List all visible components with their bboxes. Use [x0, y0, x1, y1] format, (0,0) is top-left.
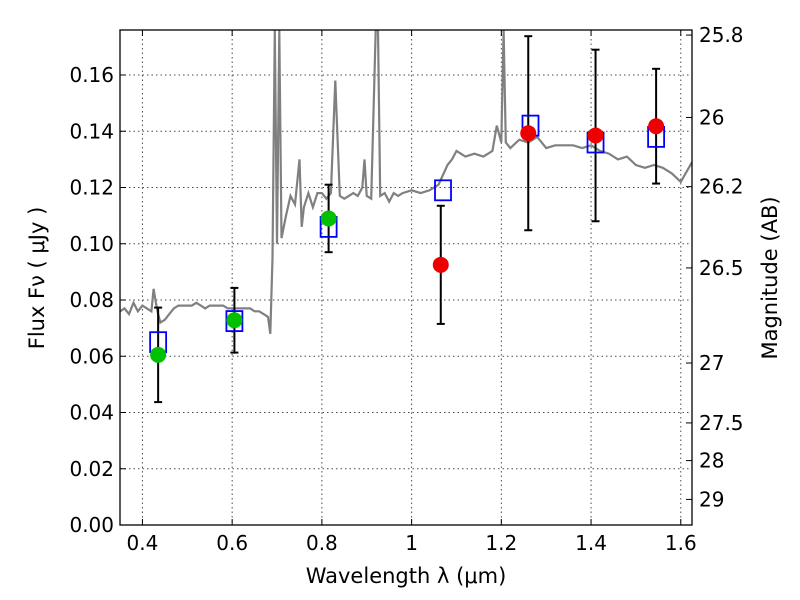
spectrum-layer — [120, 30, 692, 334]
y-tick-label: 0.04 — [69, 401, 114, 425]
x-axis-label: Wavelength λ (μm) — [306, 564, 507, 588]
y-tick-label: 0.02 — [69, 457, 114, 481]
x-tick-label: 1 — [405, 531, 418, 555]
observed-point — [587, 127, 604, 144]
y-tick-label: 0.14 — [69, 119, 114, 143]
y-tick-label: 0.12 — [69, 176, 114, 200]
x-tick-label: 0.4 — [127, 531, 159, 555]
observed-point — [226, 312, 243, 329]
y2-tick-label: 28 — [699, 449, 724, 473]
y2-tick-label: 29 — [699, 487, 724, 511]
model-photometry-square — [225, 310, 244, 332]
y-tick-label: 0.00 — [69, 513, 114, 537]
observed-point — [432, 256, 449, 273]
error-bars — [154, 35, 661, 404]
observed-point — [320, 210, 337, 227]
y-tick-label: 0.08 — [69, 288, 114, 312]
y-tick-label: 0.06 — [69, 344, 114, 368]
x-tick-label: 0.6 — [216, 531, 248, 555]
markers — [149, 114, 666, 363]
ticks: 0.4 0.6 0.8 1 1.2 1.4 1.6 0.00 0.02 0.04 0.06 0.08 0… — [69, 23, 743, 555]
grid — [120, 30, 692, 526]
plot-frame — [119, 29, 693, 526]
y2-tick-label: 27 — [699, 351, 724, 375]
y2-tick-label: 25.8 — [699, 23, 744, 47]
spectrum-line — [120, 30, 692, 334]
model-photometry-square — [434, 179, 452, 202]
y2-tick-label: 26.2 — [699, 175, 744, 199]
y2-tick-label: 27.5 — [699, 411, 744, 435]
y-tick-label: 0.10 — [69, 232, 114, 256]
y2-tick-label: 26 — [699, 105, 724, 129]
x-tick-label: 1.2 — [485, 531, 517, 555]
x-tick-label: 1.4 — [575, 531, 607, 555]
observed-point — [520, 125, 537, 142]
observed-point — [648, 118, 665, 135]
x-tick-label: 0.8 — [306, 531, 338, 555]
y2-tick-label: 26.5 — [699, 256, 744, 280]
x-tick-label: 1.6 — [665, 531, 697, 555]
y-axis-label: Flux Fν ( μJy ) — [25, 207, 49, 350]
observed-point — [150, 346, 167, 363]
y-tick-label: 0.16 — [69, 63, 114, 87]
y2-axis-label: Magnitude (AB) — [758, 196, 782, 359]
